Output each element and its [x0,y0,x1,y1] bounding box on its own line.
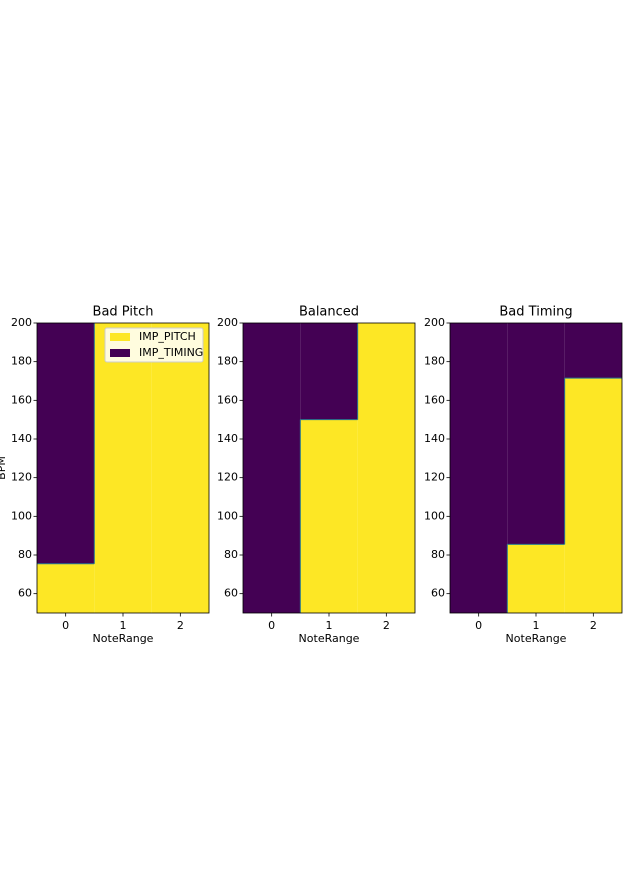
y-tick-label: 120 [217,471,238,484]
region-top [243,323,301,613]
region-bottom [151,323,209,613]
y-tick-label: 60 [431,587,445,600]
y-tick-label: 180 [217,355,238,368]
x-tick-label: 1 [120,619,127,632]
region-bottom [507,544,565,613]
y-tick-label: 60 [18,587,32,600]
x-tick-label: 2 [383,619,390,632]
y-tick-label: 160 [424,393,445,406]
y-tick-label: 80 [431,548,445,561]
chart-title: Bad Pitch [93,305,154,320]
x-tick-label: 0 [62,619,69,632]
y-tick-label: 100 [11,509,32,522]
legend-label: IMP_PITCH [139,330,196,343]
y-tick-label: 200 [424,316,445,329]
x-tick-label: 1 [326,619,333,632]
y-axis-label: BPM [0,456,8,480]
x-axis-label: NoteRange [93,632,154,645]
region-top [507,323,565,545]
y-tick-label: 120 [11,471,32,484]
y-tick-label: 140 [424,432,445,445]
x-axis-label: NoteRange [299,632,360,645]
y-tick-label: 160 [11,393,32,406]
legend-label: IMP_TIMING [139,346,203,359]
y-tick-label: 180 [11,355,32,368]
panel: 60 80 100 120 140 160 180 200 0 1 2 Bad Pitch NoteRa… [0,305,210,645]
y-tick-label: 140 [217,432,238,445]
region-top [450,323,508,613]
y-tick-label: 60 [224,587,238,600]
legend-swatch [110,349,130,357]
region-top [37,323,95,564]
y-tick-label: 80 [224,548,238,561]
chart-title: Balanced [299,305,359,320]
region-bottom [94,323,152,613]
x-tick-label: 0 [475,619,482,632]
y-tick-label: 100 [217,509,238,522]
x-tick-label: 2 [590,619,597,632]
x-tick-label: 0 [268,619,275,632]
region-top [564,323,622,379]
region-bottom [357,323,415,613]
y-tick-label: 200 [11,316,32,329]
region-bottom [300,419,358,613]
y-tick-label: 100 [424,509,445,522]
panel: 60 80 100 120 140 160 180 200 0 1 2 Bad Timing NoteR… [424,305,623,645]
y-tick-label: 80 [18,548,32,561]
y-tick-label: 120 [424,471,445,484]
y-tick-label: 140 [11,432,32,445]
y-tick-label: 200 [217,316,238,329]
legend-swatch [110,333,130,341]
region-top [300,323,358,420]
region-bottom [564,378,622,613]
x-tick-label: 2 [177,619,184,632]
chart-title: Bad Timing [499,305,572,320]
x-axis-label: NoteRange [506,632,567,645]
y-tick-label: 180 [424,355,445,368]
x-tick-label: 1 [533,619,540,632]
y-tick-label: 160 [217,393,238,406]
panel: 60 80 100 120 140 160 180 200 0 1 2 Balanced NoteRan… [217,305,416,645]
region-bottom [37,563,95,613]
